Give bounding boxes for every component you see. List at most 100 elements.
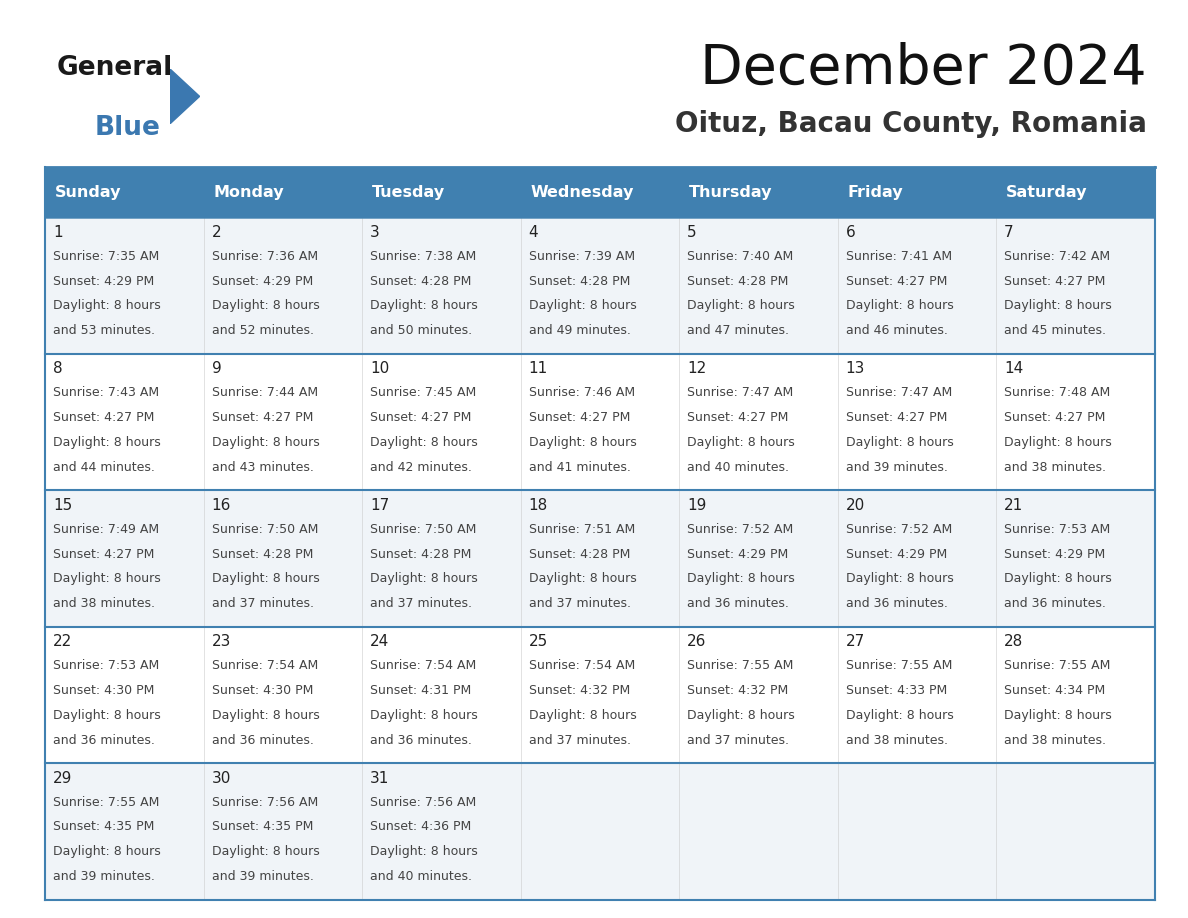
Text: 14: 14: [1004, 362, 1023, 376]
Text: Monday: Monday: [213, 185, 284, 200]
Text: Daylight: 8 hours: Daylight: 8 hours: [846, 299, 954, 312]
Text: Daylight: 8 hours: Daylight: 8 hours: [1004, 299, 1112, 312]
Text: Sunrise: 7:54 AM: Sunrise: 7:54 AM: [529, 659, 634, 672]
Text: and 38 minutes.: and 38 minutes.: [1004, 733, 1106, 746]
Text: Sunday: Sunday: [55, 185, 121, 200]
Text: Sunrise: 7:47 AM: Sunrise: 7:47 AM: [687, 386, 794, 399]
Text: Daylight: 8 hours: Daylight: 8 hours: [53, 299, 160, 312]
Text: Daylight: 8 hours: Daylight: 8 hours: [371, 709, 478, 722]
Text: Sunset: 4:32 PM: Sunset: 4:32 PM: [687, 684, 789, 697]
Text: Sunset: 4:27 PM: Sunset: 4:27 PM: [687, 411, 789, 424]
Text: Sunrise: 7:38 AM: Sunrise: 7:38 AM: [371, 250, 476, 263]
Text: 6: 6: [846, 225, 855, 241]
Text: Daylight: 8 hours: Daylight: 8 hours: [211, 572, 320, 586]
Text: Sunrise: 7:48 AM: Sunrise: 7:48 AM: [1004, 386, 1111, 399]
Text: 31: 31: [371, 771, 390, 786]
Text: Oituz, Bacau County, Romania: Oituz, Bacau County, Romania: [675, 110, 1146, 139]
Text: Sunrise: 7:35 AM: Sunrise: 7:35 AM: [53, 250, 159, 263]
Text: 4: 4: [529, 225, 538, 241]
Text: Sunset: 4:27 PM: Sunset: 4:27 PM: [529, 411, 630, 424]
Text: and 36 minutes.: and 36 minutes.: [687, 597, 789, 610]
Text: Daylight: 8 hours: Daylight: 8 hours: [846, 436, 954, 449]
Text: Daylight: 8 hours: Daylight: 8 hours: [211, 299, 320, 312]
Text: Sunset: 4:27 PM: Sunset: 4:27 PM: [846, 411, 947, 424]
Text: Sunrise: 7:52 AM: Sunrise: 7:52 AM: [687, 522, 794, 536]
Text: and 38 minutes.: and 38 minutes.: [53, 597, 156, 610]
Text: Sunset: 4:27 PM: Sunset: 4:27 PM: [53, 547, 154, 561]
Text: 22: 22: [53, 634, 72, 649]
Text: Sunset: 4:27 PM: Sunset: 4:27 PM: [1004, 274, 1106, 287]
Text: Sunset: 4:29 PM: Sunset: 4:29 PM: [211, 274, 312, 287]
Text: 11: 11: [529, 362, 548, 376]
Text: and 47 minutes.: and 47 minutes.: [687, 324, 789, 337]
Text: and 38 minutes.: and 38 minutes.: [1004, 461, 1106, 474]
Text: Daylight: 8 hours: Daylight: 8 hours: [53, 709, 160, 722]
Text: Saturday: Saturday: [1006, 185, 1087, 200]
Text: Daylight: 8 hours: Daylight: 8 hours: [687, 299, 795, 312]
Text: Blue: Blue: [95, 115, 160, 140]
Text: Sunset: 4:28 PM: Sunset: 4:28 PM: [371, 547, 472, 561]
Text: Sunrise: 7:46 AM: Sunrise: 7:46 AM: [529, 386, 634, 399]
Text: 17: 17: [371, 498, 390, 513]
Text: Sunset: 4:28 PM: Sunset: 4:28 PM: [371, 274, 472, 287]
Text: Sunrise: 7:43 AM: Sunrise: 7:43 AM: [53, 386, 159, 399]
Text: Sunrise: 7:50 AM: Sunrise: 7:50 AM: [211, 522, 318, 536]
Text: 16: 16: [211, 498, 230, 513]
Text: Sunset: 4:28 PM: Sunset: 4:28 PM: [687, 274, 789, 287]
Text: 1: 1: [53, 225, 63, 241]
Text: and 36 minutes.: and 36 minutes.: [1004, 597, 1106, 610]
Text: Daylight: 8 hours: Daylight: 8 hours: [53, 436, 160, 449]
Text: Sunrise: 7:55 AM: Sunrise: 7:55 AM: [53, 796, 159, 809]
Text: 5: 5: [687, 225, 696, 241]
Text: Sunrise: 7:56 AM: Sunrise: 7:56 AM: [371, 796, 476, 809]
Text: Daylight: 8 hours: Daylight: 8 hours: [1004, 709, 1112, 722]
Text: Sunrise: 7:52 AM: Sunrise: 7:52 AM: [846, 522, 952, 536]
Text: Sunset: 4:29 PM: Sunset: 4:29 PM: [53, 274, 154, 287]
Text: Sunset: 4:27 PM: Sunset: 4:27 PM: [211, 411, 312, 424]
Text: Daylight: 8 hours: Daylight: 8 hours: [529, 436, 637, 449]
Text: and 52 minutes.: and 52 minutes.: [211, 324, 314, 337]
Text: General: General: [57, 55, 173, 81]
Text: Daylight: 8 hours: Daylight: 8 hours: [529, 299, 637, 312]
Text: and 37 minutes.: and 37 minutes.: [529, 597, 631, 610]
Text: Sunset: 4:27 PM: Sunset: 4:27 PM: [53, 411, 154, 424]
Text: Sunrise: 7:39 AM: Sunrise: 7:39 AM: [529, 250, 634, 263]
Text: 13: 13: [846, 362, 865, 376]
Text: and 36 minutes.: and 36 minutes.: [53, 733, 154, 746]
Text: Sunrise: 7:40 AM: Sunrise: 7:40 AM: [687, 250, 794, 263]
Text: Sunset: 4:32 PM: Sunset: 4:32 PM: [529, 684, 630, 697]
Text: Sunset: 4:35 PM: Sunset: 4:35 PM: [53, 821, 154, 834]
Text: Wednesday: Wednesday: [530, 185, 633, 200]
Text: Sunrise: 7:53 AM: Sunrise: 7:53 AM: [53, 659, 159, 672]
Text: December 2024: December 2024: [700, 41, 1146, 95]
Text: and 38 minutes.: and 38 minutes.: [846, 733, 948, 746]
Text: Daylight: 8 hours: Daylight: 8 hours: [371, 299, 478, 312]
Text: and 39 minutes.: and 39 minutes.: [53, 870, 154, 883]
Text: and 45 minutes.: and 45 minutes.: [1004, 324, 1106, 337]
Text: and 53 minutes.: and 53 minutes.: [53, 324, 156, 337]
Text: and 40 minutes.: and 40 minutes.: [687, 461, 789, 474]
Text: Daylight: 8 hours: Daylight: 8 hours: [371, 845, 478, 858]
Text: and 37 minutes.: and 37 minutes.: [371, 597, 472, 610]
Text: Friday: Friday: [847, 185, 903, 200]
Text: 10: 10: [371, 362, 390, 376]
Text: Sunrise: 7:50 AM: Sunrise: 7:50 AM: [371, 522, 476, 536]
Text: and 39 minutes.: and 39 minutes.: [211, 870, 314, 883]
Text: 27: 27: [846, 634, 865, 649]
Text: Daylight: 8 hours: Daylight: 8 hours: [529, 572, 637, 586]
Text: Sunrise: 7:41 AM: Sunrise: 7:41 AM: [846, 250, 952, 263]
Text: Sunset: 4:29 PM: Sunset: 4:29 PM: [846, 547, 947, 561]
Text: Sunset: 4:30 PM: Sunset: 4:30 PM: [53, 684, 154, 697]
Text: and 43 minutes.: and 43 minutes.: [211, 461, 314, 474]
Text: Tuesday: Tuesday: [372, 185, 444, 200]
Text: Sunrise: 7:55 AM: Sunrise: 7:55 AM: [687, 659, 794, 672]
Text: and 37 minutes.: and 37 minutes.: [529, 733, 631, 746]
Text: 12: 12: [687, 362, 707, 376]
Text: and 36 minutes.: and 36 minutes.: [371, 733, 472, 746]
Text: Daylight: 8 hours: Daylight: 8 hours: [53, 572, 160, 586]
Text: Sunrise: 7:45 AM: Sunrise: 7:45 AM: [371, 386, 476, 399]
Text: and 37 minutes.: and 37 minutes.: [687, 733, 789, 746]
Text: Daylight: 8 hours: Daylight: 8 hours: [371, 572, 478, 586]
Text: Sunrise: 7:51 AM: Sunrise: 7:51 AM: [529, 522, 634, 536]
Text: 3: 3: [371, 225, 380, 241]
